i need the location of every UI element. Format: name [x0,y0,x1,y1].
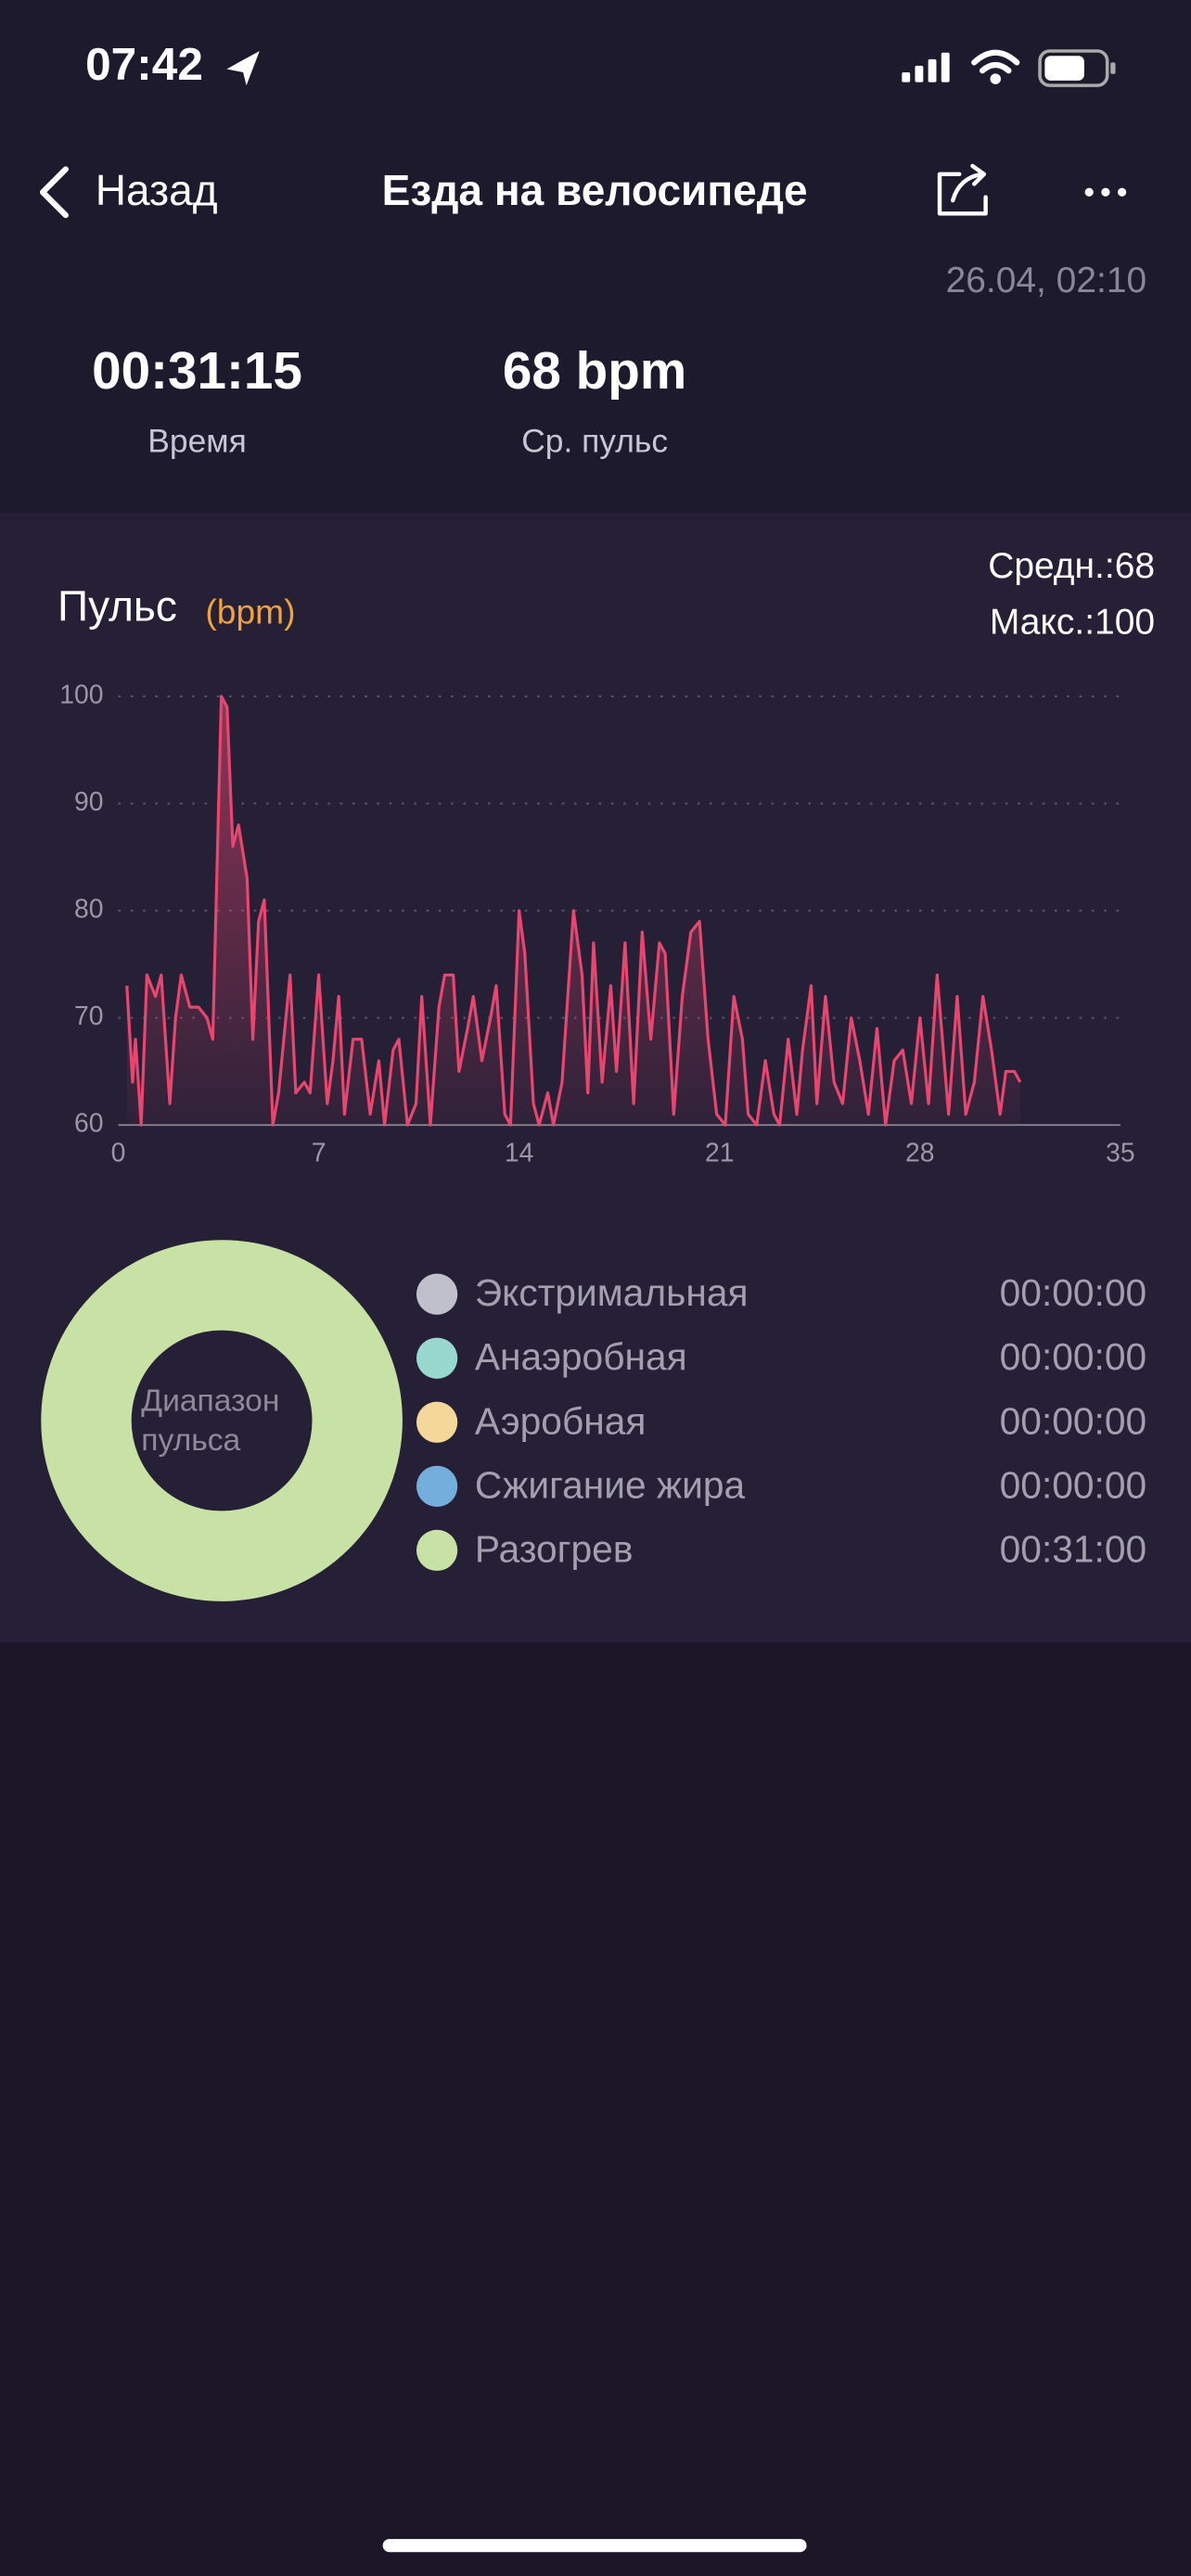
x-tick-label: 28 [905,1139,935,1168]
stat-label: Время [147,423,247,460]
zone-dot [416,1465,458,1507]
back-icon[interactable] [39,166,69,219]
y-tick-label: 80 [74,895,104,925]
x-tick-label: 35 [1106,1139,1135,1168]
ring-label: пульса [141,1423,240,1458]
nav-title: Езда на велосипеде [382,166,808,214]
wifi-icon [971,49,1020,84]
zone-time: 00:00:00 [1000,1335,1147,1378]
more-button[interactable] [1084,187,1127,197]
location-icon [226,50,260,86]
x-tick-label: 14 [505,1139,534,1168]
chart-summary: Средн.:68 [988,546,1155,586]
y-tick-label: 100 [59,680,103,709]
y-tick-label: 60 [74,1109,104,1139]
signal-icon [902,52,950,83]
plot: 60 70 80 90 100 0 7 14 21 28 35 [59,680,1134,1167]
zone-dot [416,1529,458,1572]
header-bg [0,0,1191,513]
battery-cap [1110,62,1116,74]
line [125,695,1022,1127]
zone-dot [416,1337,458,1379]
zone-name: Экстримальная [475,1271,749,1314]
back-button[interactable]: Назад [96,166,218,214]
share-button[interactable] [937,163,988,216]
home-indicator [382,2539,807,2553]
ring-label: Диапазон [141,1384,279,1418]
chart-title: Пульс [58,581,177,630]
x-tick-label: 0 [111,1139,126,1168]
chart-unit: (bpm) [205,592,295,631]
zone-time: 00:00:00 [1000,1271,1147,1314]
battery-level [1044,56,1084,81]
zone-time: 00:00:00 [1000,1399,1147,1442]
x-tick-label: 21 [705,1139,735,1168]
zones: Диапазон пульса Экстримальная 00:00:00 Анаэр… [41,1240,1147,1601]
zone-time: 00:31:00 [1000,1527,1147,1570]
zone-name: Разогрев [475,1527,634,1570]
y-tick-label: 90 [74,787,104,817]
zone-name: Аэробная [475,1399,647,1442]
zone-name: Сжигание жира [475,1463,746,1506]
zone-dot [416,1273,458,1315]
zone-name: Анаэробная [475,1335,687,1378]
workout-date: 26.04, 02:10 [946,261,1147,300]
battery-icon [1038,49,1109,87]
stat-value: 68 bpm [503,342,686,401]
chart-summary: Макс.:100 [990,602,1155,642]
y-tick-label: 70 [74,1001,104,1031]
zone-dot [416,1401,458,1443]
stat-value: 00:31:15 [92,342,302,401]
zone-time: 00:00:00 [1000,1463,1147,1506]
zone-ring [41,1240,403,1601]
x-tick-label: 7 [312,1139,327,1168]
status-time: 07:42 [85,38,203,90]
stat-label: Ср. пульс [521,423,668,460]
